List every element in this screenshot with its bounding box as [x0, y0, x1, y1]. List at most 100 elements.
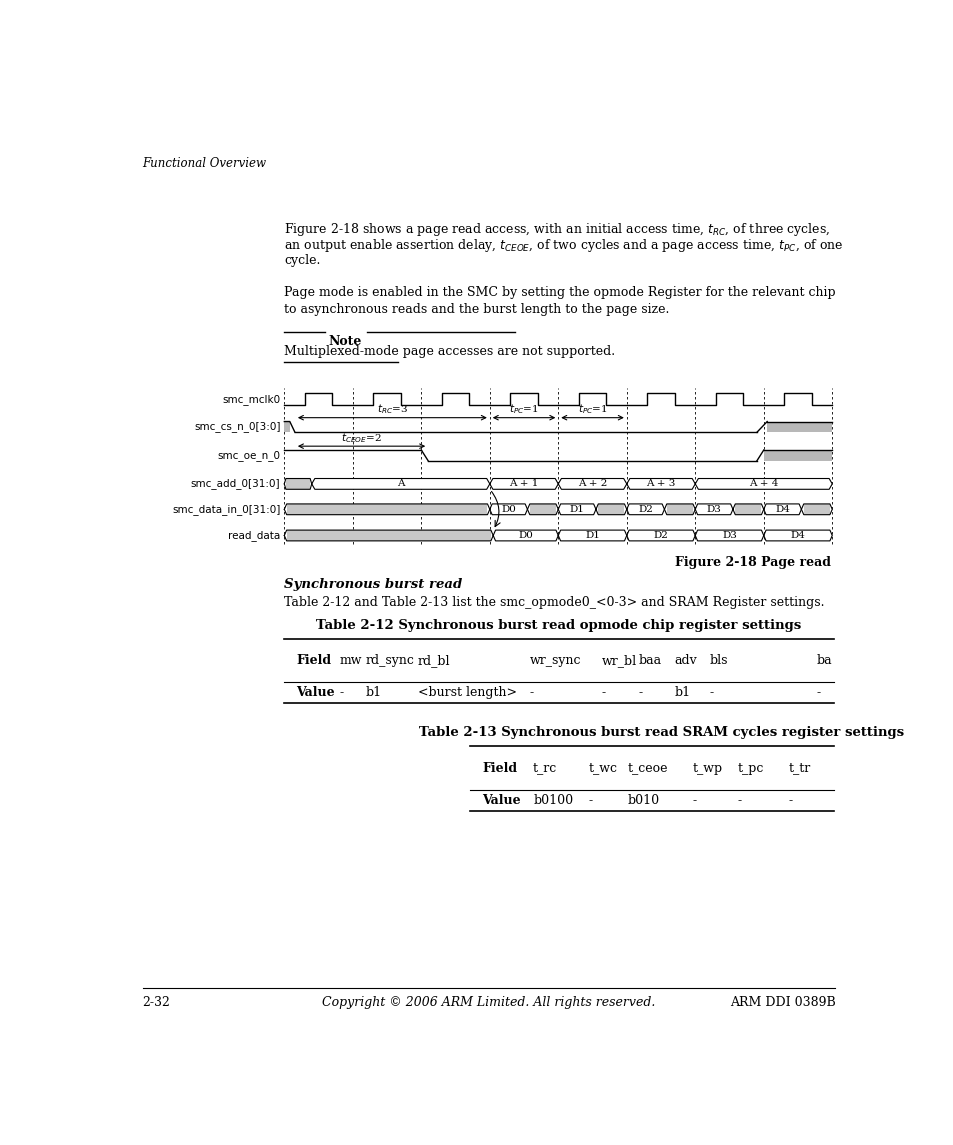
Text: D1: D1	[569, 505, 584, 514]
Bar	[666, 504, 692, 515]
Text: D4: D4	[790, 531, 804, 540]
Bar	[286, 479, 310, 489]
Text: -: -	[709, 686, 713, 700]
Text: an output enable assertion delay, $t_{CEOE}$, of two cycles and a page access ti: an output enable assertion delay, $t_{CE…	[284, 237, 843, 254]
Bar	[765, 530, 829, 540]
Text: $t_{PC}$=1: $t_{PC}$=1	[509, 402, 538, 416]
Bar	[628, 504, 661, 515]
Bar	[698, 479, 828, 489]
Text: A: A	[396, 480, 404, 489]
Text: -: -	[588, 793, 593, 807]
Text: Value: Value	[481, 793, 520, 807]
Text: $t_{CEOE}$=2: $t_{CEOE}$=2	[341, 431, 381, 444]
Bar	[803, 504, 829, 515]
Text: cycle.: cycle.	[284, 254, 320, 268]
Text: D0: D0	[500, 505, 516, 514]
Bar	[765, 504, 799, 515]
Text: D1: D1	[584, 531, 599, 540]
Text: A + 2: A + 2	[578, 480, 606, 489]
Text: D4: D4	[775, 505, 789, 514]
Text: Note: Note	[329, 335, 362, 348]
Text: A + 4: A + 4	[748, 480, 778, 489]
Bar	[697, 504, 730, 515]
Text: -: -	[692, 793, 696, 807]
Text: Figure 2-18 shows a page read access, with an initial access time, $t_{RC}$, of : Figure 2-18 shows a page read access, wi…	[284, 221, 830, 237]
Text: b1: b1	[674, 686, 690, 700]
Text: adv: adv	[674, 654, 697, 666]
Text: Field: Field	[295, 654, 331, 666]
Bar	[314, 479, 486, 489]
Bar	[766, 421, 831, 433]
Text: smc_data_in_0[31:0]: smc_data_in_0[31:0]	[172, 504, 280, 515]
Text: bls: bls	[709, 654, 727, 666]
Text: A + 3: A + 3	[646, 480, 675, 489]
Bar	[560, 504, 593, 515]
Bar	[492, 504, 524, 515]
Text: smc_mclk0: smc_mclk0	[222, 394, 280, 404]
Text: Functional Overview: Functional Overview	[142, 157, 266, 169]
Bar	[495, 530, 556, 540]
Text: Multiplexed-mode page accesses are not supported.: Multiplexed-mode page accesses are not s…	[284, 346, 615, 358]
Text: to asynchronous reads and the burst length to the page size.: to asynchronous reads and the burst leng…	[284, 303, 669, 316]
Bar	[286, 530, 491, 540]
Text: <burst length>: <burst length>	[417, 686, 517, 700]
Text: Table 2-12 and Table 2-13 list the smc_opmode0_<0-3> and SRAM Register settings.: Table 2-12 and Table 2-13 list the smc_o…	[284, 597, 824, 609]
Text: b010: b010	[627, 793, 659, 807]
Bar	[763, 450, 831, 460]
Text: D0: D0	[517, 531, 533, 540]
Text: -: -	[737, 793, 741, 807]
Text: smc_cs_n_0[3:0]: smc_cs_n_0[3:0]	[193, 421, 280, 433]
Text: -: -	[816, 686, 820, 700]
Text: t_wc: t_wc	[588, 761, 618, 774]
Text: Copyright © 2006 ARM Limited. All rights reserved.: Copyright © 2006 ARM Limited. All rights…	[322, 996, 655, 1009]
Text: wr_sync: wr_sync	[530, 654, 581, 666]
Bar	[286, 504, 487, 515]
Text: t_tr: t_tr	[788, 761, 810, 774]
Text: 2-32: 2-32	[142, 996, 171, 1009]
Text: Table 2-13 Synchronous burst read SRAM cycles register settings: Table 2-13 Synchronous burst read SRAM c…	[418, 726, 903, 740]
Text: Table 2-12 Synchronous burst read opmode chip register settings: Table 2-12 Synchronous burst read opmode…	[315, 619, 801, 632]
Text: D3: D3	[706, 505, 720, 514]
Bar	[284, 421, 290, 433]
Bar	[735, 504, 760, 515]
Text: wr_bl: wr_bl	[600, 654, 636, 666]
Text: ba: ba	[816, 654, 832, 666]
Bar	[560, 479, 623, 489]
Text: -: -	[530, 686, 534, 700]
Text: b1: b1	[365, 686, 381, 700]
Text: rd_sync: rd_sync	[365, 654, 415, 666]
Text: Page mode is enabled in the SMC by setting the opmode Register for the relevant : Page mode is enabled in the SMC by setti…	[284, 286, 835, 299]
Text: -: -	[638, 686, 642, 700]
Bar	[529, 504, 556, 515]
Text: D2: D2	[653, 531, 668, 540]
Text: rd_bl: rd_bl	[417, 654, 450, 666]
Bar	[598, 504, 624, 515]
Text: A + 1: A + 1	[509, 480, 538, 489]
Text: Value: Value	[295, 686, 335, 700]
Text: read_data: read_data	[228, 530, 280, 540]
Bar	[560, 530, 624, 540]
Text: smc_oe_n_0: smc_oe_n_0	[217, 450, 280, 461]
Bar	[697, 530, 760, 540]
Text: Synchronous burst read: Synchronous burst read	[284, 578, 462, 591]
Text: mw: mw	[339, 654, 361, 666]
Text: $t_{RC}$=3: $t_{RC}$=3	[376, 402, 408, 416]
Bar	[628, 530, 692, 540]
Text: -: -	[339, 686, 343, 700]
Bar	[629, 479, 692, 489]
Text: smc_add_0[31:0]: smc_add_0[31:0]	[191, 479, 280, 489]
Text: t_rc: t_rc	[533, 761, 557, 774]
Text: -: -	[600, 686, 605, 700]
Text: D2: D2	[638, 505, 653, 514]
Text: -: -	[788, 793, 792, 807]
Text: ARM DDI 0389B: ARM DDI 0389B	[729, 996, 835, 1009]
Text: $t_{PC}$=1: $t_{PC}$=1	[578, 402, 607, 416]
Text: Figure 2-18 Page read: Figure 2-18 Page read	[674, 555, 830, 569]
Text: t_ceoe: t_ceoe	[627, 761, 667, 774]
Text: t_pc: t_pc	[737, 761, 763, 774]
Text: b0100: b0100	[533, 793, 573, 807]
Text: baa: baa	[638, 654, 661, 666]
Text: D3: D3	[721, 531, 736, 540]
Text: Field: Field	[481, 761, 517, 774]
Text: t_wp: t_wp	[692, 761, 722, 774]
